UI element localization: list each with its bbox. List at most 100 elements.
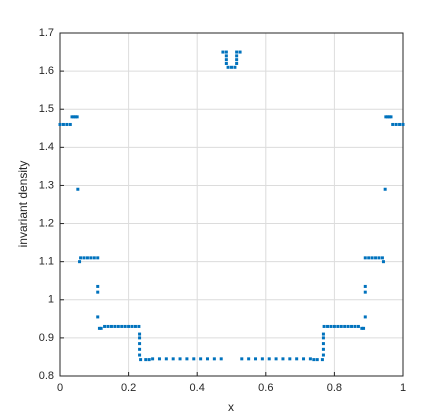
point [267,357,271,361]
point [320,358,324,362]
point [235,58,239,62]
x-tick-label: 1 [400,382,406,394]
point [329,324,333,328]
point [389,115,393,119]
x-tick-label: 0.8 [327,382,342,394]
point [99,326,103,330]
point [312,358,316,362]
point [288,357,292,361]
point [230,65,233,69]
point [346,324,350,328]
point [353,324,357,328]
point [235,50,239,54]
point [75,115,79,119]
point [137,324,141,328]
point [138,347,142,351]
point [391,122,395,126]
point [321,353,325,357]
point [367,256,371,260]
point [383,187,387,191]
point [321,342,325,346]
point [240,357,244,361]
point [96,315,100,319]
point [384,115,388,119]
y-tick-label: 1.5 [39,103,54,115]
point [205,357,209,361]
point [78,260,82,264]
point [308,357,312,361]
point [394,122,398,126]
point [386,115,390,119]
point [96,284,100,288]
point [85,256,89,260]
point [116,324,120,328]
point [178,357,182,361]
point [235,54,239,58]
y-tick-label: 1.3 [39,179,54,191]
point [157,357,161,361]
point [109,324,113,328]
point [144,358,148,362]
point [151,357,155,361]
point [350,324,354,328]
point [171,357,175,361]
point [89,256,93,260]
point [326,324,330,328]
point [377,256,381,260]
x-tick-label: 0.6 [258,382,273,394]
point [123,324,127,328]
y-tick-label: 1.4 [39,141,54,153]
point [381,260,385,264]
y-tick-label: 1.2 [39,217,54,229]
point [343,324,347,328]
x-tick-label: 0.2 [121,382,136,394]
point [321,332,325,336]
point [233,65,237,69]
point [374,256,378,260]
point [96,256,100,260]
point [138,353,142,357]
point [61,122,65,126]
point [224,54,228,58]
point [65,122,69,126]
point [76,187,80,191]
point [127,324,131,328]
point [224,58,228,62]
point [133,324,137,328]
point [73,115,77,119]
y-tick-label: 1 [48,294,54,306]
point [106,324,110,328]
point [212,357,216,361]
point [97,326,101,330]
point [138,342,142,346]
point [398,122,402,126]
point [219,357,223,361]
point [274,357,278,361]
point [247,357,251,361]
point [113,324,117,328]
point [103,324,107,328]
point [315,358,319,362]
point [339,324,343,328]
point [139,358,143,362]
y-axis-label: invariant density [16,161,30,248]
point [260,357,264,361]
point [192,357,196,361]
point [321,347,325,351]
point [254,357,258,361]
y-tick-label: 0.9 [39,332,54,344]
point [363,290,367,294]
point [295,357,299,361]
point [281,357,285,361]
point [356,324,360,328]
y-tick-label: 0.8 [39,370,54,382]
y-tick-label: 1.6 [39,65,54,77]
point [362,326,366,330]
point [199,357,203,361]
y-tick-label: 1.1 [39,256,54,268]
point [92,256,96,260]
point [401,122,405,126]
point [79,256,83,260]
